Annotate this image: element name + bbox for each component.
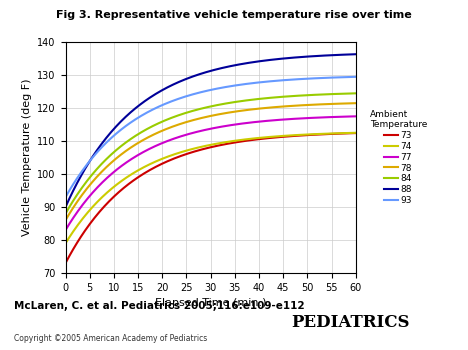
Text: McLaren, C. et al. Pediatrics 2005;116:e109-e112: McLaren, C. et al. Pediatrics 2005;116:e… bbox=[14, 301, 305, 311]
77 bbox=[64, 226, 69, 231]
74 bbox=[326, 132, 331, 136]
84 bbox=[235, 99, 241, 104]
Legend: 73, 74, 77, 78, 84, 88, 93: 73, 74, 77, 78, 84, 88, 93 bbox=[366, 106, 431, 209]
84 bbox=[240, 99, 246, 103]
73 bbox=[326, 132, 331, 136]
77 bbox=[240, 121, 246, 126]
78 bbox=[353, 101, 358, 105]
73 bbox=[64, 259, 69, 263]
Line: 74: 74 bbox=[66, 133, 356, 243]
93 bbox=[353, 75, 358, 79]
74 bbox=[353, 131, 358, 135]
78 bbox=[326, 102, 331, 106]
Text: Fig 3. Representative vehicle temperature rise over time: Fig 3. Representative vehicle temperatur… bbox=[56, 10, 412, 21]
77 bbox=[63, 228, 68, 232]
93 bbox=[64, 193, 69, 197]
73 bbox=[235, 140, 241, 144]
77 bbox=[234, 122, 240, 126]
Line: 77: 77 bbox=[66, 116, 356, 230]
74 bbox=[235, 138, 241, 142]
84 bbox=[326, 92, 331, 96]
88 bbox=[326, 53, 331, 57]
84 bbox=[64, 210, 69, 214]
Line: 73: 73 bbox=[66, 133, 356, 263]
73 bbox=[63, 261, 68, 265]
73 bbox=[353, 131, 358, 135]
Line: 88: 88 bbox=[66, 54, 356, 207]
74 bbox=[63, 241, 68, 245]
74 bbox=[64, 240, 69, 244]
77 bbox=[235, 122, 241, 126]
93 bbox=[326, 76, 331, 80]
Line: 78: 78 bbox=[66, 103, 356, 220]
74 bbox=[234, 138, 240, 142]
78 bbox=[64, 216, 69, 221]
88 bbox=[240, 62, 246, 66]
88 bbox=[235, 63, 241, 67]
Line: 84: 84 bbox=[66, 93, 356, 214]
93 bbox=[240, 82, 246, 86]
Y-axis label: Vehicle Temperature (deg F): Vehicle Temperature (deg F) bbox=[22, 79, 32, 236]
88 bbox=[64, 203, 69, 207]
93 bbox=[234, 83, 240, 87]
77 bbox=[307, 116, 313, 120]
Line: 93: 93 bbox=[66, 77, 356, 197]
93 bbox=[235, 83, 241, 87]
84 bbox=[234, 99, 240, 104]
Text: PEDIATRICS: PEDIATRICS bbox=[292, 314, 410, 331]
84 bbox=[307, 93, 313, 97]
84 bbox=[353, 91, 358, 96]
78 bbox=[240, 108, 246, 113]
77 bbox=[326, 115, 331, 119]
77 bbox=[353, 114, 358, 118]
93 bbox=[63, 195, 68, 199]
74 bbox=[307, 132, 313, 137]
73 bbox=[240, 139, 246, 143]
Text: Copyright ©2005 American Academy of Pediatrics: Copyright ©2005 American Academy of Pedi… bbox=[14, 334, 207, 343]
88 bbox=[234, 63, 240, 67]
73 bbox=[234, 140, 240, 144]
73 bbox=[307, 133, 313, 137]
78 bbox=[235, 109, 241, 113]
88 bbox=[353, 52, 358, 56]
88 bbox=[307, 54, 313, 58]
84 bbox=[63, 211, 68, 216]
X-axis label: Elapsed Time (min.): Elapsed Time (min.) bbox=[155, 298, 266, 308]
93 bbox=[307, 76, 313, 80]
88 bbox=[63, 205, 68, 209]
78 bbox=[234, 109, 240, 113]
78 bbox=[307, 103, 313, 107]
78 bbox=[63, 218, 68, 222]
74 bbox=[240, 138, 246, 142]
